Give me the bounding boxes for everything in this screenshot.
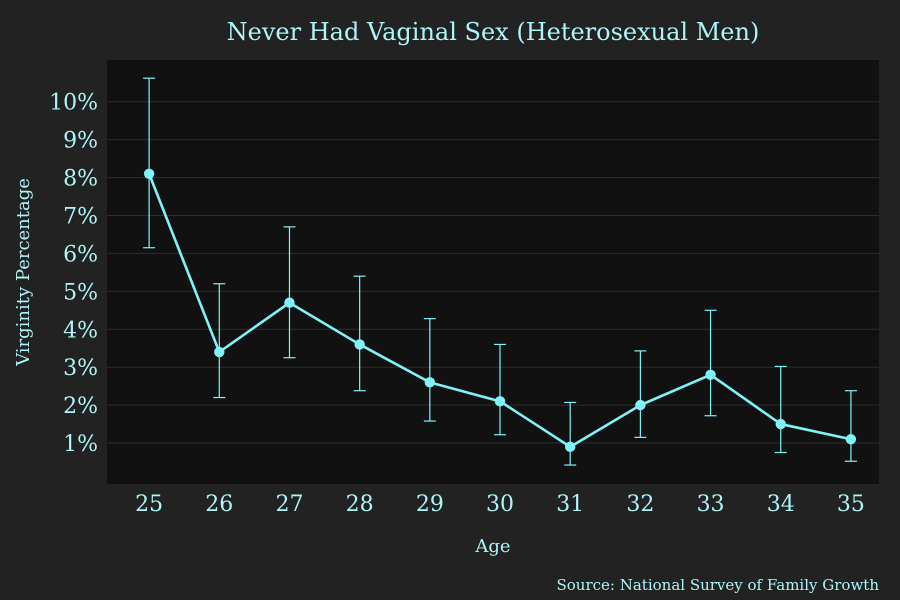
y-tick-label: 9% <box>63 129 98 154</box>
error-bar <box>844 390 857 462</box>
data-point <box>284 297 295 308</box>
data-point <box>424 377 436 388</box>
x-axis-label: Age <box>474 536 510 557</box>
data-point <box>143 168 155 179</box>
error-bar <box>704 309 717 417</box>
x-tick-label: 35 <box>837 492 865 517</box>
error-bar <box>774 365 787 454</box>
x-tick-label: 34 <box>767 492 795 517</box>
x-tick-label: 31 <box>556 492 584 517</box>
y-tick-label: 8% <box>63 167 98 192</box>
x-tick-label: 26 <box>205 492 233 517</box>
x-tick-label: 25 <box>135 492 163 517</box>
data-point <box>565 441 576 453</box>
y-tick-label: 5% <box>63 280 98 305</box>
error-bar <box>353 275 366 392</box>
data-point <box>705 369 716 380</box>
source-caption: Source: National Survey of Family Growth <box>557 576 880 594</box>
error-bar <box>423 318 436 422</box>
error-bar <box>494 343 507 436</box>
y-tick-label: 4% <box>63 318 98 343</box>
y-tick-label: 7% <box>63 204 98 229</box>
data-points <box>143 168 857 453</box>
data-point <box>214 346 225 358</box>
x-tick-label: 27 <box>275 492 303 517</box>
error-bar <box>634 350 647 438</box>
y-tick-label: 6% <box>63 242 98 267</box>
y-tick-label: 3% <box>63 356 98 381</box>
data-point <box>845 434 857 445</box>
x-tick-label: 33 <box>697 492 725 517</box>
y-tick-label: 10% <box>49 91 98 116</box>
data-point <box>775 418 786 430</box>
data-point <box>354 339 365 350</box>
x-tick-label: 29 <box>416 492 444 517</box>
y-axis-ticks: 1% 2% 3% 4% 5% 6% 7% 8% 9% 10% <box>49 91 98 457</box>
x-tick-label: 30 <box>486 492 514 517</box>
error-bar <box>283 226 296 359</box>
error-bar <box>143 77 156 249</box>
x-axis-ticks: 25 26 27 28 29 30 31 32 33 34 35 <box>135 492 865 517</box>
error-bar <box>213 283 226 399</box>
gridlines <box>107 101 879 444</box>
x-tick-label: 28 <box>346 492 374 517</box>
chart-title: Never Had Vaginal Sex (Heterosexual Men) <box>227 18 760 46</box>
error-bar <box>564 401 577 466</box>
y-tick-label: 2% <box>63 394 98 419</box>
data-point <box>494 396 506 407</box>
error-bars <box>143 77 857 466</box>
y-tick-label: 1% <box>63 432 98 457</box>
y-axis-label: Virginity Percentage <box>13 178 34 367</box>
plot-panel <box>107 60 879 484</box>
data-point <box>635 399 646 411</box>
x-tick-label: 32 <box>626 492 654 517</box>
